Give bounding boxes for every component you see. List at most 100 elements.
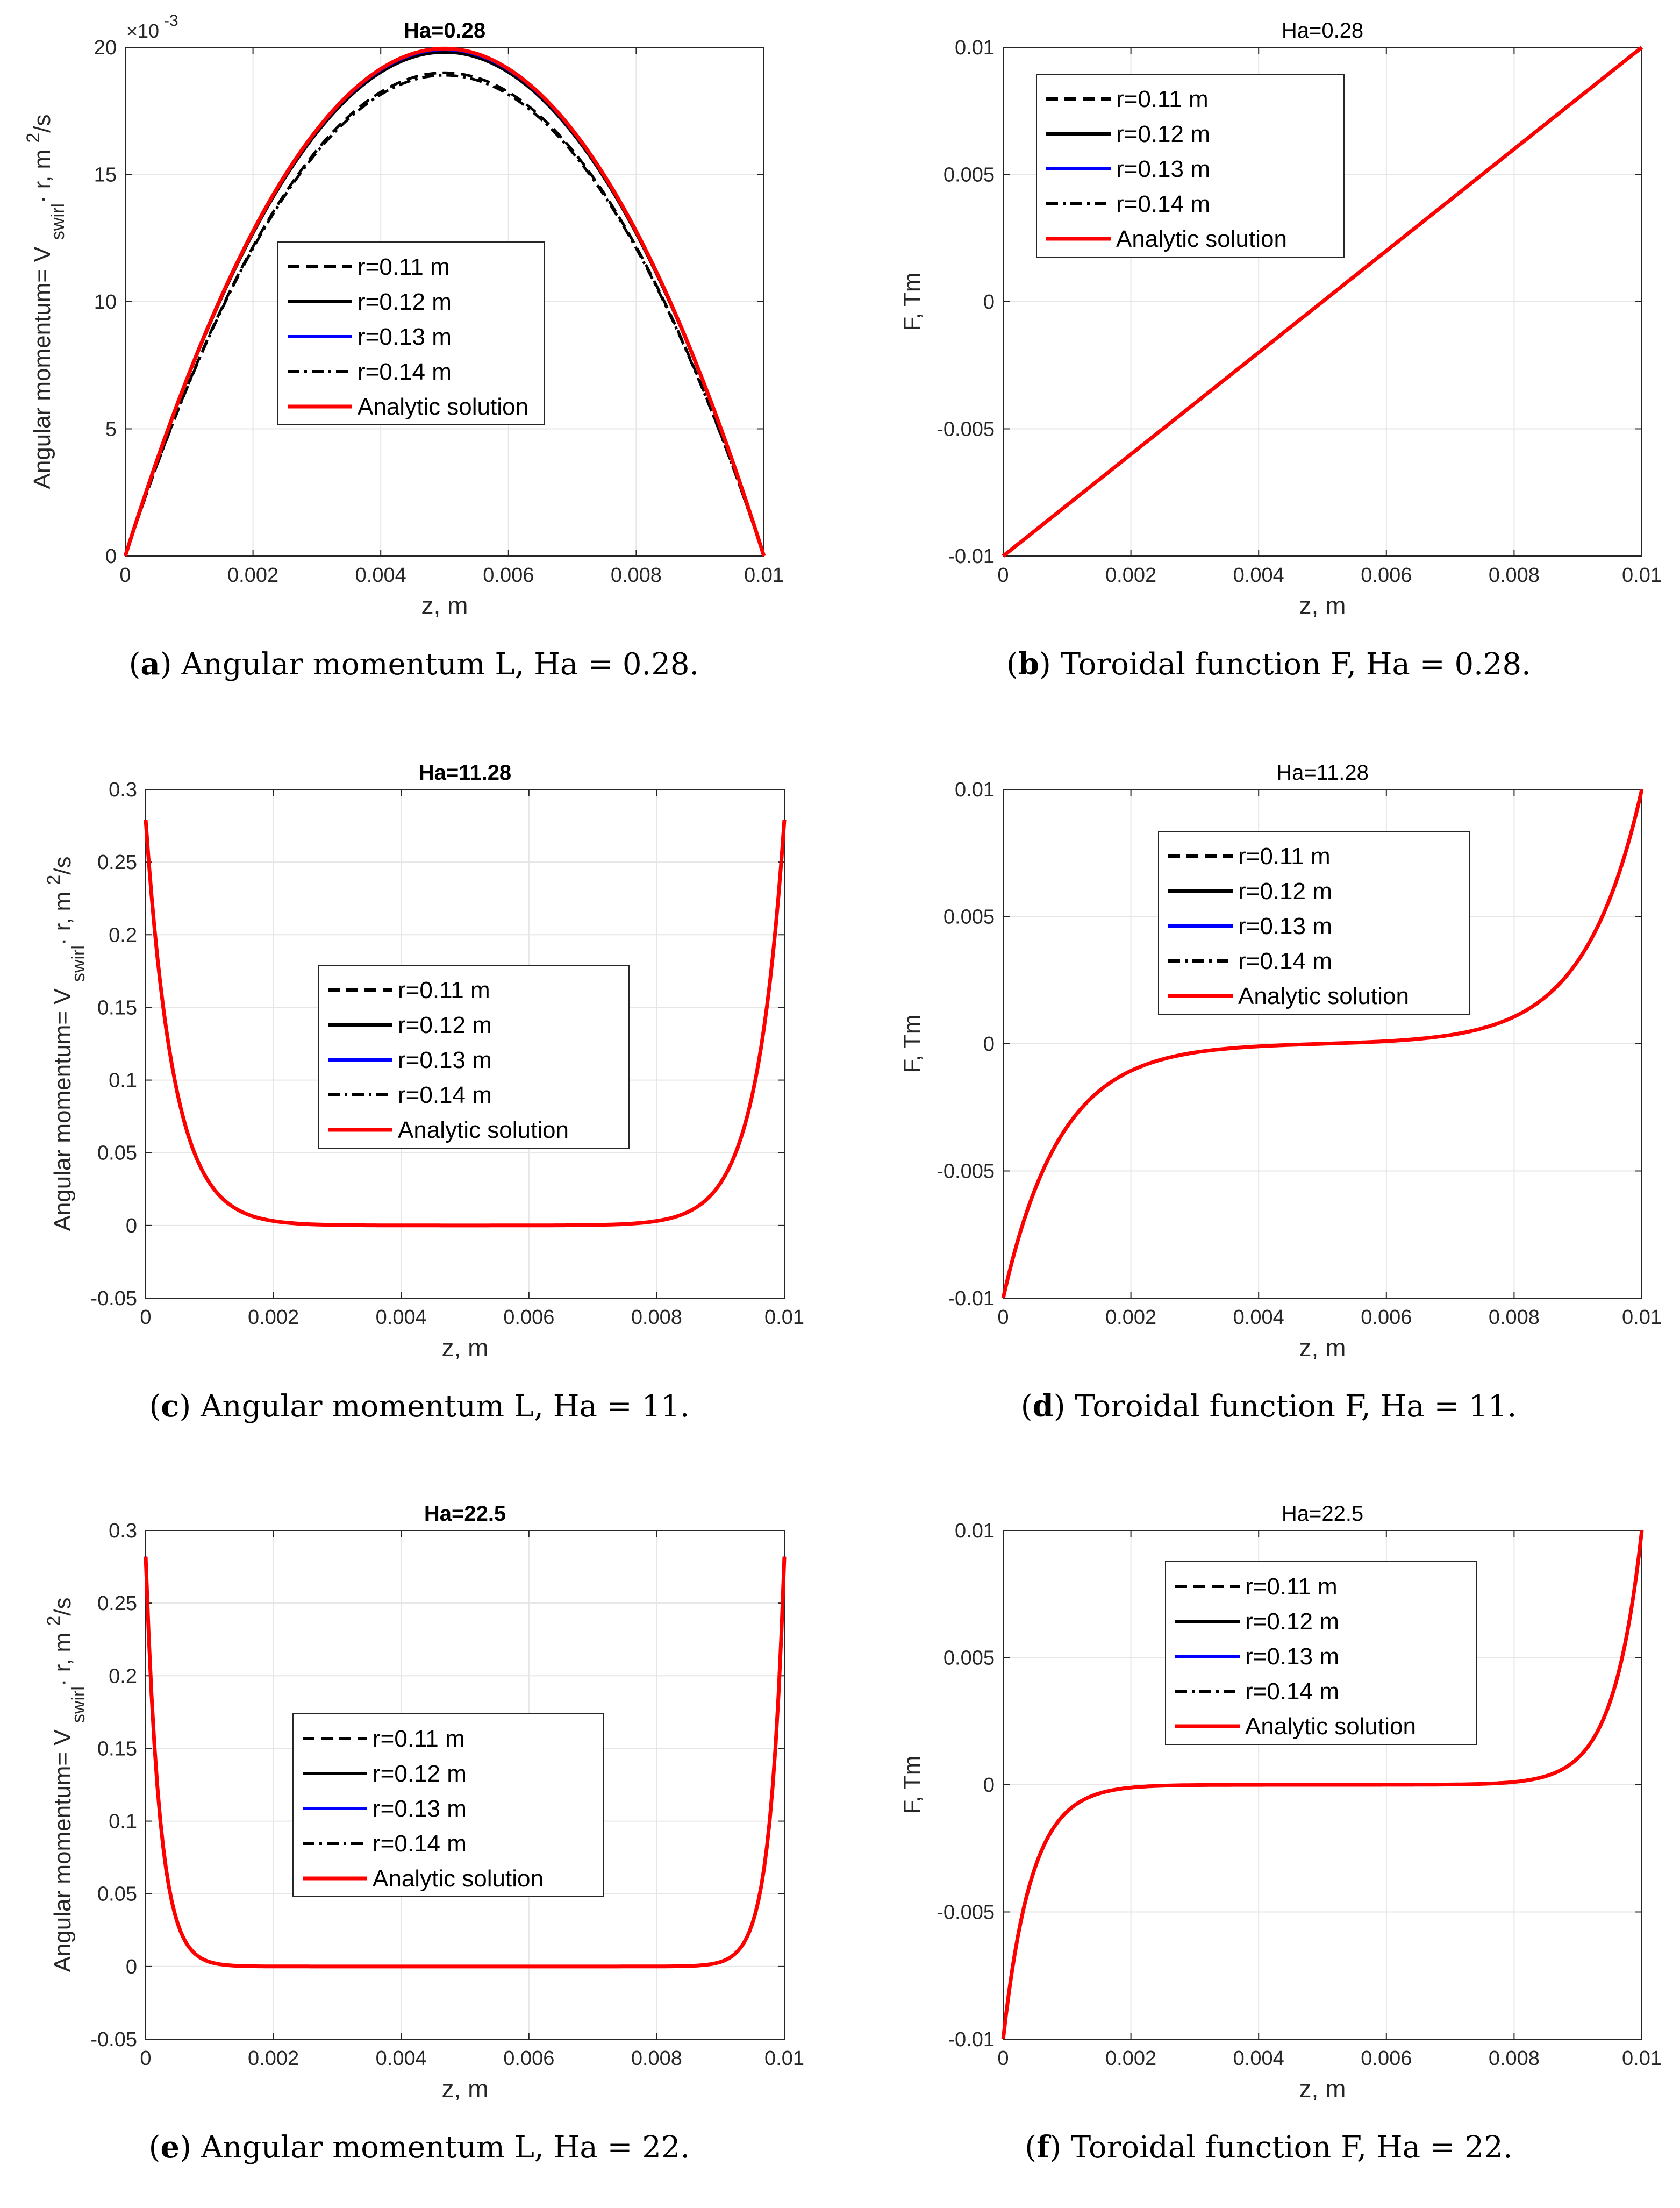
y-tick-label: 0 — [983, 1774, 995, 1797]
legend: r=0.11 m r=0.12 m r=0.13 m r=0.14 m Analytic… — [1036, 74, 1345, 258]
legend-entry: r=0.13 m — [1238, 913, 1332, 939]
y-tick-label: 0 — [126, 1956, 137, 1978]
caption-close: ) — [179, 1389, 201, 1424]
y-axis-label-part: · r, m — [29, 143, 55, 203]
legend-entry: r=0.12 m — [358, 289, 452, 315]
y-tick-label: -0.005 — [936, 418, 995, 441]
axis-exponent: ×10 — [126, 20, 159, 42]
x-axis-label: z, m — [442, 2075, 489, 2103]
chart-title: Ha=22.5 — [424, 1502, 506, 1526]
x-tick-label: 0.01 — [1622, 2047, 1662, 2070]
caption-tag: b — [1018, 646, 1039, 682]
legend-entry: r=0.11 m — [398, 977, 490, 1003]
x-tick-label: 0 — [119, 564, 131, 587]
caption-open: ( — [129, 647, 141, 682]
x-tick-label: 0.006 — [503, 2047, 554, 2070]
x-axis-label: z, m — [1299, 2075, 1346, 2103]
y-tick-label: 0.15 — [97, 1737, 137, 1760]
y-tick-label: 15 — [94, 164, 117, 187]
series-line-5 — [144, 1556, 787, 1969]
y-axis-label: F, Tm — [899, 1014, 925, 1073]
chart-title: Ha=11.28 — [1276, 761, 1369, 785]
caption-tag: a — [140, 646, 160, 682]
y-tick-label: -0.05 — [90, 1287, 137, 1310]
y-axis-label-text: Angular momentum= V swirl· r, m 2/s — [44, 1597, 89, 1972]
y-tick-label: 0.01 — [955, 37, 995, 59]
series-line-5 — [1001, 1530, 1644, 2040]
x-tick-label: 0.004 — [1233, 2047, 1284, 2070]
series-line-5 — [144, 820, 787, 1228]
y-tick-label: 5 — [105, 418, 117, 441]
x-tick-label: 0.008 — [1489, 564, 1540, 587]
y-tick-label: -0.005 — [936, 1901, 995, 1924]
legend: r=0.11 m r=0.12 m r=0.13 m r=0.14 m Analytic… — [292, 1713, 604, 1897]
x-tick-label: 0.002 — [248, 2047, 299, 2070]
axis-exponent-power: -3 — [164, 12, 178, 30]
legend-entry: r=0.11 m — [1245, 1573, 1338, 1600]
series-line-5 — [1001, 789, 1644, 1299]
y-axis-label: Angular momentum= V swirl· r, m 2/s — [44, 856, 89, 1231]
y-axis-label-part: 2 — [23, 133, 44, 143]
x-tick-label: 0.01 — [1622, 564, 1662, 587]
y-tick-label: 0.05 — [97, 1883, 137, 1906]
y-axis-label-text: Angular momentum= V swirl· r, m 2/s — [44, 856, 89, 1231]
x-tick-label: 0.006 — [503, 1306, 554, 1329]
series-line-5 — [123, 46, 766, 557]
x-tick-label: 0.008 — [1489, 1306, 1540, 1329]
x-tick-label: 0.002 — [1105, 1306, 1156, 1329]
chart-title: Ha=0.28 — [404, 19, 485, 42]
legend-entry: r=0.13 m — [373, 1796, 467, 1822]
y-tick-label: 0.01 — [955, 779, 995, 801]
chart-title: Ha=0.28 — [1282, 19, 1363, 42]
legend-entry: Analytic solution — [358, 394, 528, 420]
y-tick-label: 0.005 — [943, 906, 995, 929]
legend-entry: r=0.12 m — [1238, 878, 1332, 904]
x-tick-label: 0.006 — [483, 564, 534, 587]
axes-box — [145, 1530, 785, 2040]
legend: r=0.11 m r=0.12 m r=0.13 m r=0.14 m Analytic… — [1158, 831, 1470, 1015]
y-axis-label-text: Angular momentum= V swirl· r, m 2/s — [23, 114, 68, 489]
x-tick-label: 0 — [140, 1306, 151, 1329]
x-tick-label: 0.01 — [764, 1306, 804, 1329]
x-tick-label: 0.002 — [1105, 2047, 1156, 2070]
caption-close: ) — [1049, 2130, 1071, 2165]
x-tick-label: 0 — [997, 2047, 1009, 2070]
x-tick-label: 0.01 — [744, 564, 784, 587]
caption: (e) Angular momentum L, Ha = 22. — [149, 2129, 690, 2165]
x-tick-label: 0.008 — [611, 564, 662, 587]
x-tick-label: 0 — [140, 2047, 151, 2070]
y-axis-label-group: F, Tm — [899, 272, 925, 331]
y-axis-label: Angular momentum= V swirl· r, m 2/s — [23, 114, 68, 489]
chart-panel-b: 0 0.002 0.004 0.006 0.008 0.01 -0.01 -0.005 0 0.0… — [899, 19, 1662, 682]
caption: (d) Toroidal function F, Ha = 11. — [1021, 1388, 1517, 1424]
legend-entry: Analytic solution — [1245, 1713, 1416, 1740]
series-line-5 — [1002, 46, 1643, 558]
caption-close: ) — [180, 2130, 201, 2165]
y-axis-label-part: Angular momentum= V — [49, 1723, 76, 1972]
legend: r=0.11 m r=0.12 m r=0.13 m r=0.14 m Analytic… — [277, 241, 545, 425]
x-tick-label: 0.004 — [376, 2047, 427, 2070]
y-tick-label: 0 — [126, 1215, 137, 1237]
legend-box — [1036, 74, 1345, 258]
legend-entry: r=0.11 m — [358, 254, 450, 280]
legend-entry: r=0.14 m — [358, 359, 452, 385]
legend-entry: Analytic solution — [373, 1865, 544, 1892]
caption-tag: f — [1036, 2129, 1052, 2165]
legend: r=0.11 m r=0.12 m r=0.13 m r=0.14 m Analytic… — [1165, 1561, 1477, 1745]
y-tick-label: 0 — [983, 1033, 995, 1056]
y-axis-label-part: swirl — [48, 203, 68, 240]
x-tick-label: 0.006 — [1361, 564, 1412, 587]
legend-box — [1165, 1561, 1477, 1745]
y-tick-label: -0.05 — [90, 2028, 137, 2051]
legend-entry: r=0.12 m — [373, 1761, 467, 1787]
y-tick-label: 0 — [983, 291, 995, 314]
legend-entry: r=0.13 m — [398, 1047, 492, 1073]
caption-tag: c — [161, 1388, 179, 1424]
legend-entry: r=0.14 m — [398, 1082, 492, 1108]
caption-close: ) — [1054, 1389, 1075, 1424]
caption-close: ) — [1039, 647, 1061, 682]
x-tick-label: 0.01 — [1622, 1306, 1662, 1329]
legend-entry: r=0.11 m — [1238, 843, 1331, 870]
x-tick-label: 0.002 — [227, 564, 278, 587]
